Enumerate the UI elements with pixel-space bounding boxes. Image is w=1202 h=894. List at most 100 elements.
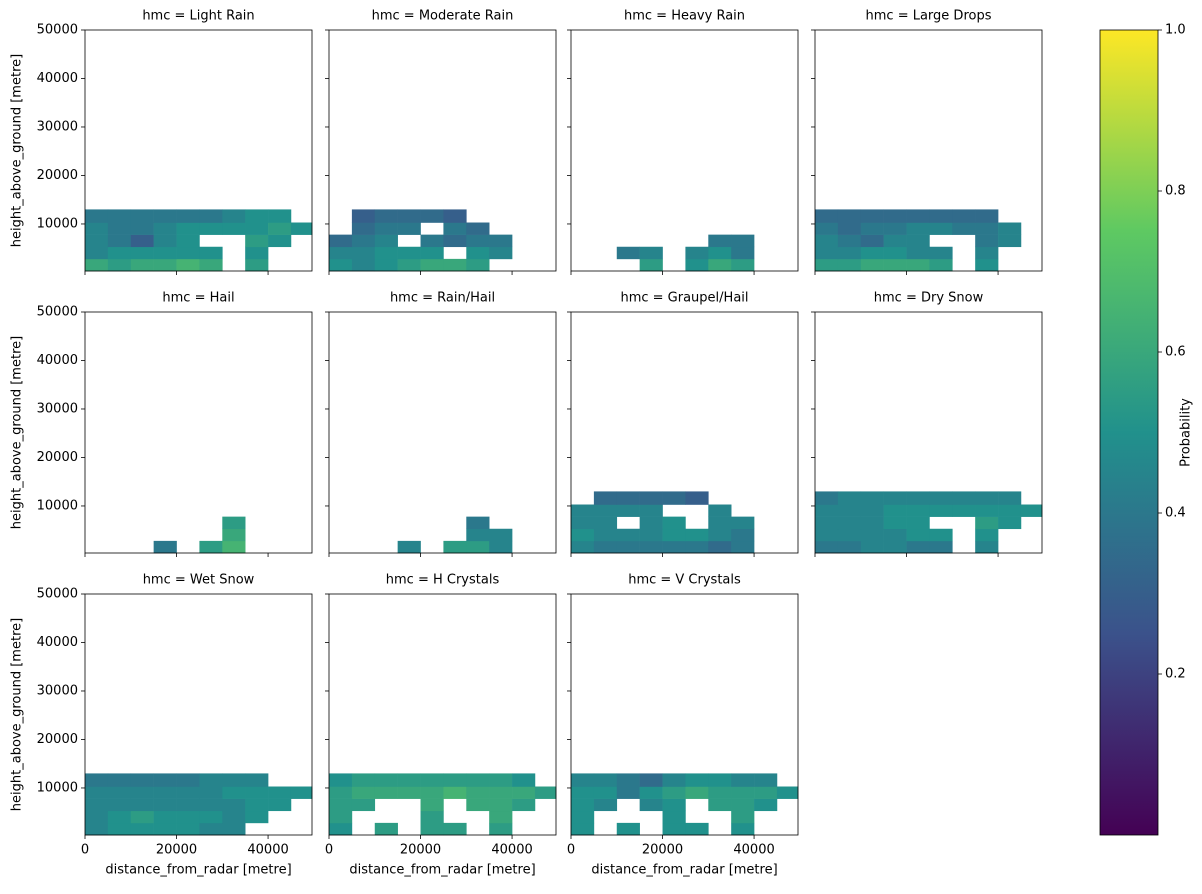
heat-cell — [420, 209, 444, 223]
heat-cell — [860, 491, 884, 505]
facet: hmc = Graupel/Hail — [567, 291, 799, 557]
heat-cell — [731, 516, 755, 530]
y-tick-label: 40000 — [37, 71, 78, 86]
heat-cell — [975, 209, 999, 223]
x-tick-label: 40000 — [247, 843, 288, 858]
heat-cell — [593, 786, 618, 799]
heat-cell — [616, 491, 640, 505]
heat-cell — [351, 246, 376, 260]
heat-cell — [998, 516, 1022, 530]
heat-cell — [512, 798, 536, 812]
heat-cell — [199, 258, 223, 272]
heat-cell — [443, 540, 467, 554]
heat-cell — [466, 786, 490, 799]
heat-cell — [662, 773, 686, 787]
heat-cell — [929, 540, 953, 554]
x-tick-label: 0 — [567, 843, 575, 858]
heat-cell — [222, 540, 246, 554]
facet-title: hmc = Hail — [162, 291, 234, 306]
heat-cell — [466, 798, 490, 812]
heat-cell — [593, 798, 618, 812]
heat-cell — [883, 234, 907, 248]
heat-cell — [860, 246, 884, 260]
heat-cell — [860, 504, 884, 517]
facet-title: hmc = V Crystals — [628, 573, 741, 588]
heat-cell — [731, 798, 755, 812]
heat-cell — [929, 209, 953, 223]
heat-cell — [443, 822, 467, 836]
heat-cell — [906, 258, 930, 272]
axes-frame — [570, 593, 799, 836]
heat-cell — [466, 540, 490, 554]
heat-cell — [85, 786, 109, 799]
heat-cell — [107, 822, 132, 836]
heat-cell — [883, 540, 907, 554]
heat-cell — [860, 258, 884, 272]
heat-cell — [662, 810, 686, 824]
heat-cell — [860, 222, 884, 235]
heat-cell — [420, 822, 444, 836]
heat-cell — [815, 222, 839, 235]
heat-cell — [571, 786, 595, 799]
heat-cell — [906, 234, 930, 248]
colorbar-tick-label: 0.2 — [1165, 667, 1186, 682]
heat-cell — [685, 540, 709, 554]
heat-cell — [708, 528, 732, 542]
heat-cell — [593, 528, 618, 542]
heat-cell — [85, 246, 109, 260]
heat-cell — [85, 258, 109, 272]
heat-cell — [593, 516, 618, 530]
heat-cell — [489, 773, 513, 787]
heat-cell — [639, 528, 663, 542]
heat-cell — [153, 786, 177, 799]
heat-cell — [245, 246, 269, 260]
heat-cell — [837, 516, 862, 530]
heat-cell — [685, 246, 709, 260]
heat-cell — [754, 773, 778, 787]
y-tick-label: 50000 — [37, 305, 78, 320]
heat-cell — [512, 786, 536, 799]
heat-cell — [466, 246, 490, 260]
heat-cell — [130, 222, 154, 235]
heat-cell — [929, 491, 953, 505]
heat-cell — [837, 528, 862, 542]
heat-cell — [130, 258, 154, 272]
heat-cell — [130, 822, 154, 836]
heat-cell — [268, 798, 292, 812]
colorbar-tick-label: 0.4 — [1165, 506, 1186, 521]
x-axis-label: distance_from_radar [metre] — [349, 863, 535, 878]
heat-cell — [199, 540, 223, 554]
heat-cell — [489, 798, 513, 812]
heat-cell — [222, 786, 246, 799]
heat-cell — [837, 246, 862, 260]
heat-cell — [397, 258, 421, 272]
heat-cell — [883, 528, 907, 542]
heat-cell — [466, 258, 490, 272]
heat-cell — [107, 810, 132, 824]
facet: hmc = Wet Snow 10000 20000 30000 40000 50000 0… — [10, 573, 313, 878]
heat-cell — [199, 209, 223, 223]
colorbar-label: Probability — [1179, 398, 1194, 467]
heat-cell — [662, 491, 686, 505]
heat-cell — [329, 234, 353, 248]
heat-cell — [906, 540, 930, 554]
heat-cell — [616, 540, 640, 554]
heat-cell — [837, 209, 862, 223]
facet-title: hmc = Heavy Rain — [624, 9, 745, 24]
heat-cell — [860, 209, 884, 223]
heat-cell — [199, 773, 223, 787]
colorbar-tick-label: 0.8 — [1165, 184, 1186, 199]
heat-cell — [998, 491, 1022, 505]
heat-cell — [731, 540, 755, 554]
heat-cell — [662, 798, 686, 812]
axes-frame — [814, 311, 1043, 554]
heat-cell — [708, 786, 732, 799]
heat-cell — [906, 222, 930, 235]
heat-cell — [443, 258, 467, 272]
heat-cell — [443, 773, 467, 787]
heat-cell — [268, 786, 292, 799]
heat-cell — [351, 234, 376, 248]
heat-cell — [268, 222, 292, 235]
heat-cell — [107, 258, 132, 272]
x-tick-label: 0 — [81, 843, 89, 858]
